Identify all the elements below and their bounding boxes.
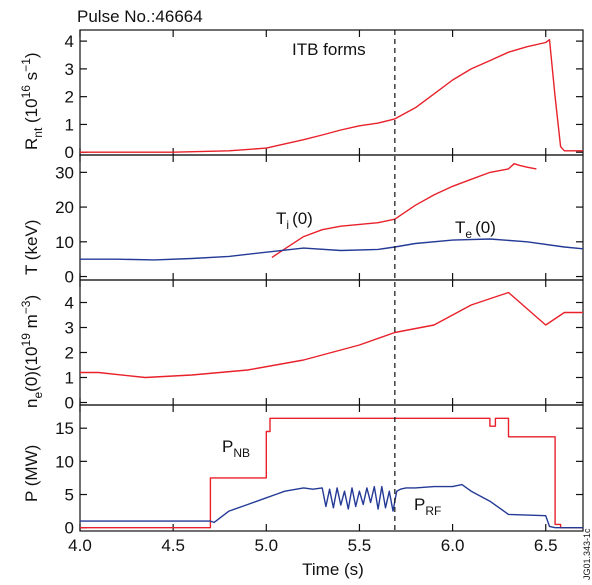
te-label: Te (0): [455, 218, 496, 241]
panel-rnt-ytick-label: 4: [65, 32, 74, 51]
panel-ne-ytick-label: 0: [65, 394, 74, 413]
panel-ne-ytick-label: 4: [65, 294, 74, 313]
panel-t-frame: [79, 154, 584, 281]
series-ne-0: [80, 291, 583, 379]
panel-t-ytick-label: 0: [65, 268, 74, 287]
panel-rnt-ytick-label: 2: [65, 88, 74, 107]
t-axis-label: T (keV): [22, 220, 41, 275]
itb-label: ITB forms: [292, 40, 366, 59]
series-rnt-0: [80, 39, 583, 153]
panel-ne-ytick-label: 2: [65, 344, 74, 363]
series-t-t-e-0-: [80, 238, 584, 261]
xtick-label: 6.0: [441, 536, 465, 555]
panel-p-frame: [79, 404, 584, 532]
xtick-label: 5.5: [348, 536, 372, 555]
panel-ne-frame: [79, 279, 584, 406]
xtick-label: 5.0: [254, 536, 278, 555]
xtick-label: 4.5: [161, 536, 185, 555]
ti-label: Ti (0): [276, 209, 313, 232]
xtick-label: 6.5: [534, 536, 558, 555]
panel-ne-ytick-label: 3: [65, 319, 74, 338]
prf-label: PRF: [414, 495, 441, 518]
series-layer: [80, 39, 584, 529]
panel-p-ytick-label: 15: [55, 419, 74, 438]
panel-p-ytick-label: 10: [55, 452, 74, 471]
watermark: JG01.343-1c: [582, 528, 592, 580]
ne-axis-label: ne(0)(1019 m−3): [19, 295, 45, 408]
xtick-label: 4.0: [68, 536, 92, 555]
x-axis-label: Time (s): [302, 560, 364, 579]
panel-p-ytick-label: 0: [65, 519, 74, 538]
panel-rnt-ytick-label: 3: [65, 60, 74, 79]
series-t-t-i-0-: [271, 163, 537, 258]
p-axis-label: P (MW): [22, 445, 41, 502]
rnt-axis-label: Rnt (1016 s−1): [19, 52, 45, 150]
series-p-p-nb: [80, 417, 583, 529]
panel-p-ytick-label: 5: [65, 486, 74, 505]
panel-rnt-ytick-label: 1: [65, 115, 74, 134]
panel-ne-ytick-label: 1: [65, 369, 74, 388]
series-p-p-rf: [80, 483, 583, 529]
pnb-label: PNB: [222, 437, 250, 460]
panel-t-ytick-label: 20: [55, 198, 74, 217]
panel-t-ytick-label: 30: [55, 163, 74, 182]
panel-t-ytick-label: 10: [55, 233, 74, 252]
panel-rnt-ytick-label: 0: [65, 143, 74, 162]
pulse-label: Pulse No.:46664: [77, 7, 203, 26]
